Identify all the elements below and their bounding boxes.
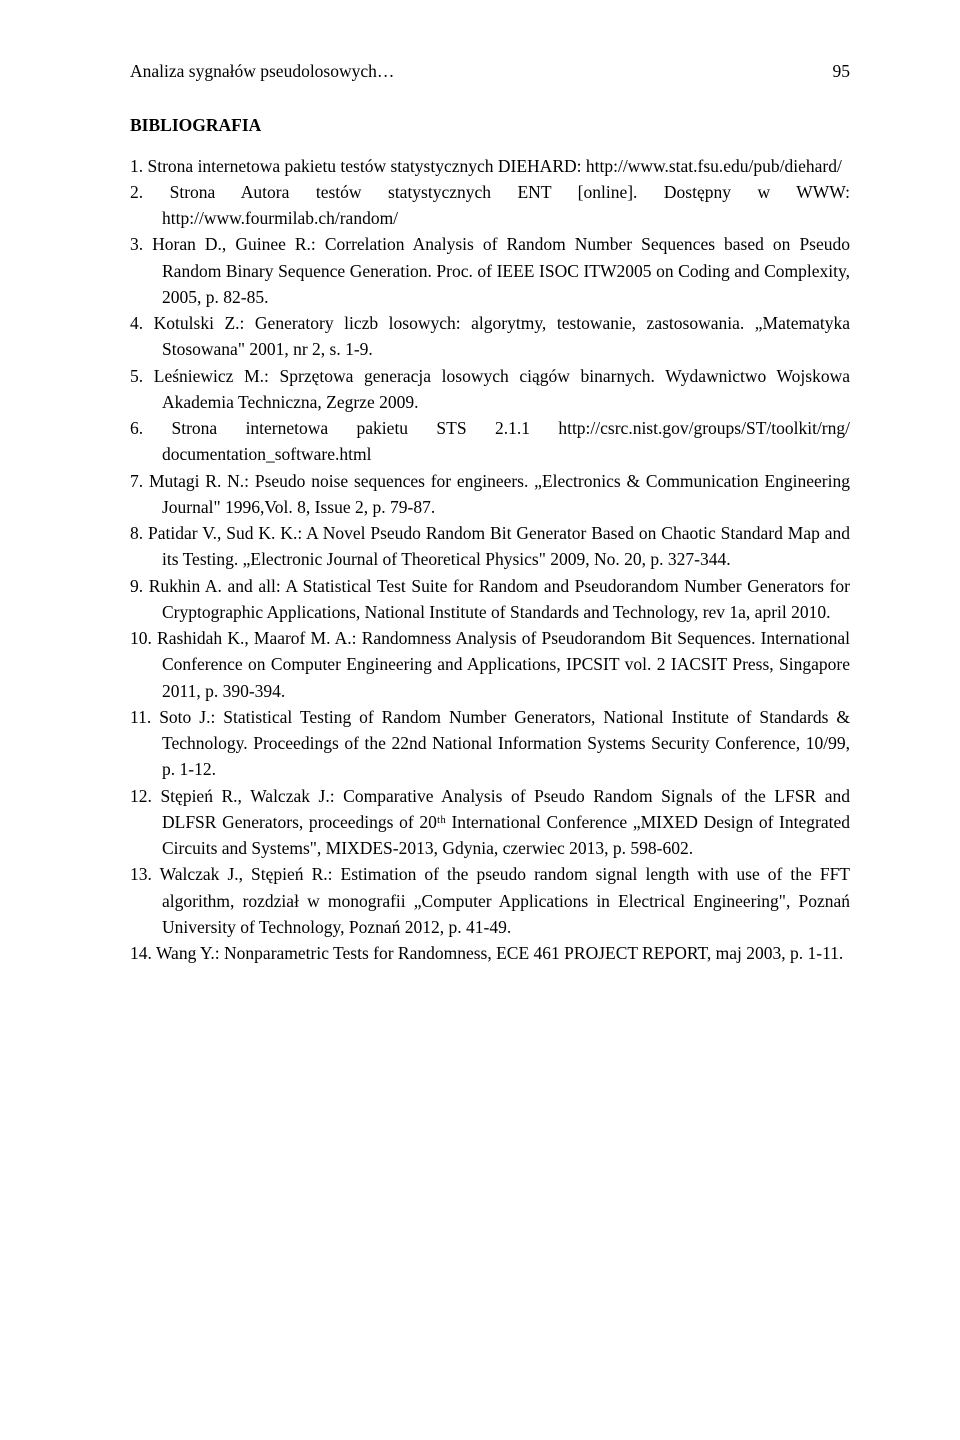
reference-item: Soto J.: Statistical Testing of Random N… — [130, 704, 850, 783]
reference-item: Patidar V., Sud K. K.: A Novel Pseudo Ra… — [130, 520, 850, 573]
reference-list: Strona internetowa pakietu testów statys… — [130, 153, 850, 967]
running-head: Analiza sygnałów pseudolosowych… 95 — [130, 58, 850, 84]
running-title: Analiza sygnałów pseudolosowych… — [130, 58, 810, 84]
reference-item: Kotulski Z.: Generatory liczb losowych: … — [130, 310, 850, 363]
reference-item: Wang Y.: Nonparametric Tests for Randomn… — [130, 940, 850, 966]
page-number: 95 — [810, 58, 850, 84]
reference-item: Strona internetowa pakietu STS 2.1.1 htt… — [130, 415, 850, 468]
reference-item: Rashidah K., Maarof M. A.: Randomness An… — [130, 625, 850, 704]
reference-item: Leśniewicz M.: Sprzętowa generacja losow… — [130, 363, 850, 416]
bibliography-heading: BIBLIOGRAFIA — [130, 112, 850, 138]
reference-item: Walczak J., Stępień R.: Estimation of th… — [130, 861, 850, 940]
reference-item: Rukhin A. and all: A Statistical Test Su… — [130, 573, 850, 626]
reference-item: Stępień R., Walczak J.: Comparative Anal… — [130, 783, 850, 862]
reference-item: Strona Autora testów statystycznych ENT … — [130, 179, 850, 232]
reference-item: Mutagi R. N.: Pseudo noise sequences for… — [130, 468, 850, 521]
reference-item: Horan D., Guinee R.: Correlation Analysi… — [130, 231, 850, 310]
reference-item: Strona internetowa pakietu testów statys… — [130, 153, 850, 179]
